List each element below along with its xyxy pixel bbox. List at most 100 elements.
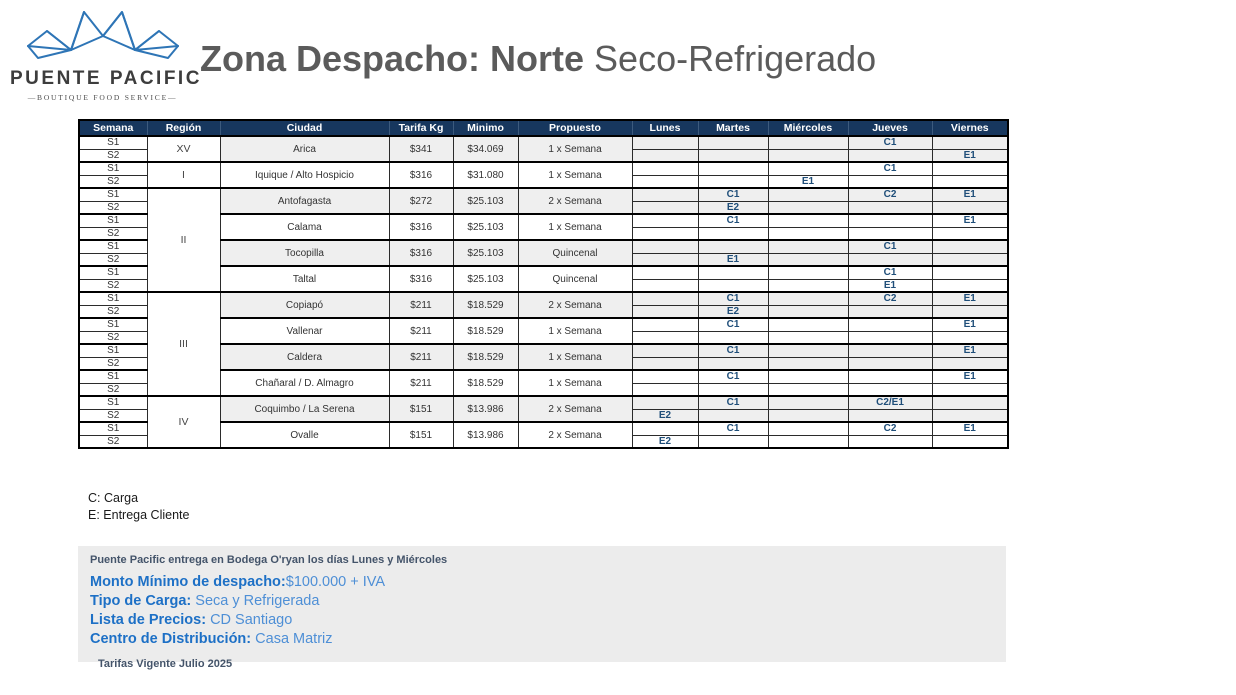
col-header-lunes: Lunes (631, 119, 699, 137)
day-cell (931, 174, 1009, 189)
day-cell (847, 252, 933, 267)
week-cell: S2 (78, 330, 148, 345)
day-cell (767, 161, 849, 176)
dispatch-table: Semana Región Ciudad Tarifa Kg Minimo Pr… (78, 119, 1009, 449)
tarifa-cell: $316 (388, 161, 454, 189)
day-cell (767, 369, 849, 384)
legend-entrega: E: Entrega Cliente (88, 508, 190, 522)
day-cell: C2/E1 (847, 395, 933, 410)
brand-tagline: —BOUTIQUE FOOD SERVICE— (27, 93, 178, 102)
day-cell (847, 304, 933, 319)
dispatch-table-body: S1 XV Arica $341 $34.069 1 x Semana C1 S2 E1 S1 I I… (78, 135, 1009, 449)
table-row: S1 Calama $316 $25.103 1 x Semana C1 E1 (78, 213, 1009, 241)
city-cell: Ovalle (219, 421, 390, 449)
day-cell: E2 (697, 200, 769, 215)
day-cell (697, 382, 769, 397)
week-cell: S1 (78, 421, 148, 436)
table-row: S2 E2 (78, 434, 1009, 449)
region-cell: II (146, 187, 221, 293)
day-cell (631, 421, 699, 436)
propuesto-cell: Quincenal (517, 265, 633, 293)
day-cell (631, 226, 699, 241)
info-monto-minimo: Monto Mínimo de despacho:$100.000 + IVA (90, 573, 994, 592)
day-cell (767, 304, 849, 319)
day-cell (631, 161, 699, 176)
day-cell (697, 161, 769, 176)
city-cell: Copiapó (219, 291, 390, 319)
day-cell (847, 408, 933, 423)
city-cell: Arica (219, 135, 390, 163)
day-cell (631, 356, 699, 371)
propuesto-cell: 2 x Semana (517, 291, 633, 319)
region-cell: III (146, 291, 221, 397)
day-cell: C2 (847, 421, 933, 436)
day-cell (767, 226, 849, 241)
table-row: S1 IV Coquimbo / La Serena $151 $13.986 2 x S… (78, 395, 1009, 449)
col-header-region: Región (146, 119, 221, 137)
legend-carga: C: Carga (88, 491, 139, 505)
table-row: S1 I Iquique / Alto Hospicio $316 $31.080 1 x… (78, 161, 1009, 189)
table-row: S1 Tocopilla $316 $25.103 Quincenal C1 (78, 239, 1009, 267)
minimo-cell: $25.103 (452, 265, 519, 293)
tariff-validity: Tarifas Vigente Julio 2025 (98, 658, 233, 670)
minimo-cell: $13.986 (452, 421, 519, 449)
day-cell (931, 239, 1009, 254)
week-cell: S1 (78, 187, 148, 202)
info-box: Puente Pacific entrega en Bodega O'ryan … (78, 546, 1006, 670)
propuesto-cell: 1 x Semana (517, 369, 633, 397)
tarifa-cell: $211 (388, 369, 454, 397)
city-cell: Chañaral / D. Almagro (219, 369, 390, 397)
day-cell (767, 330, 849, 345)
day-cell: E2 (697, 304, 769, 319)
tarifa-cell: $316 (388, 213, 454, 241)
tarifa-cell: $151 (388, 421, 454, 449)
day-cell (847, 317, 933, 332)
day-cell: E1 (931, 317, 1009, 332)
city-cell: Taltal (219, 265, 390, 293)
day-cell (931, 265, 1009, 280)
day-cell: E1 (931, 369, 1009, 384)
minimo-cell: $25.103 (452, 213, 519, 241)
table-row: S2 E1 (78, 252, 1009, 267)
week-cell: S1 (78, 135, 148, 150)
day-cell (767, 187, 849, 202)
day-cell (697, 148, 769, 163)
brand-name: PUENTE PACIFIC (10, 68, 202, 89)
day-cell: E1 (931, 187, 1009, 202)
page-title: Zona Despacho: Norte Seco-Refrigerado (200, 38, 876, 80)
day-cell (767, 382, 849, 397)
day-cell (767, 265, 849, 280)
tarifa-cell: $316 (388, 239, 454, 267)
day-cell (697, 135, 769, 150)
col-header-viernes: Viernes (931, 119, 1009, 137)
day-cell (847, 434, 933, 449)
day-cell (847, 200, 933, 215)
week-cell: S2 (78, 304, 148, 319)
day-cell (631, 330, 699, 345)
day-cell (697, 226, 769, 241)
day-cell (631, 395, 699, 410)
region-cell: XV (146, 135, 221, 163)
city-cell: Antofagasta (219, 187, 390, 215)
propuesto-cell: 1 x Semana (517, 135, 633, 163)
header-row: Semana Región Ciudad Tarifa Kg Minimo Pr… (78, 119, 1009, 137)
tarifa-cell: $272 (388, 187, 454, 215)
day-cell: C1 (697, 291, 769, 306)
region-cell: IV (146, 395, 221, 449)
delivery-note: Puente Pacific entrega en Bodega O'ryan … (90, 554, 448, 566)
day-cell: E1 (767, 174, 849, 189)
day-cell: E2 (631, 408, 699, 423)
day-cell (697, 408, 769, 423)
day-cell (931, 161, 1009, 176)
city-cell: Coquimbo / La Serena (219, 395, 390, 423)
info-label: Tipo de Carga: (90, 593, 192, 609)
day-cell (697, 330, 769, 345)
table-row: S2 (78, 330, 1009, 345)
col-header-ciudad: Ciudad (219, 119, 390, 137)
day-cell (767, 408, 849, 423)
day-cell (767, 291, 849, 306)
day-cell (931, 356, 1009, 371)
info-value: Seca y Refrigerada (191, 593, 320, 609)
propuesto-cell: 2 x Semana (517, 395, 633, 423)
